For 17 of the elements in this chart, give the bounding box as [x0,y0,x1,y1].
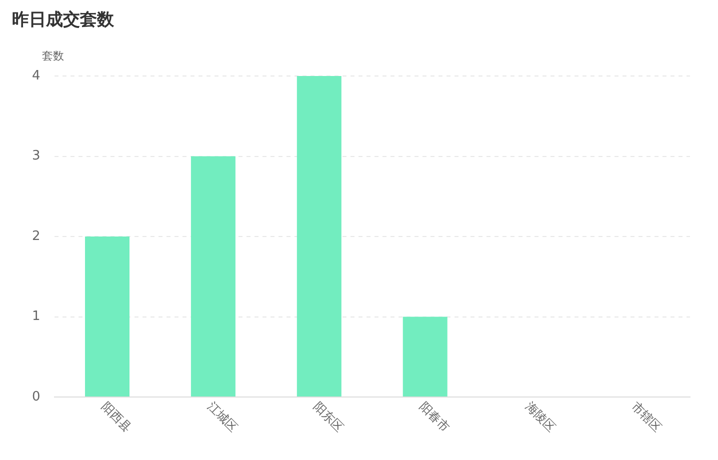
y-axis-title: 套数 [42,49,64,62]
bar [402,316,448,396]
x-tick-label: 江城区 [204,399,240,435]
chart-title: 昨日成交套数 [12,9,115,32]
y-tick-label: 4 [32,68,40,84]
x-tick-label: 阳春市 [416,399,452,435]
x-tick-label: 海陵区 [522,399,558,435]
bar [190,156,236,396]
bar [85,236,130,396]
y-tick-label: 2 [32,228,40,244]
x-tick-label: 阳东区 [310,399,346,435]
y-tick-label: 0 [32,389,40,404]
x-tick-label: 阳西县 [98,399,134,435]
y-tick-label: 1 [32,309,40,324]
x-tick-label: 市辖区 [628,399,664,435]
bar [296,76,342,396]
y-tick-label: 3 [32,148,40,164]
